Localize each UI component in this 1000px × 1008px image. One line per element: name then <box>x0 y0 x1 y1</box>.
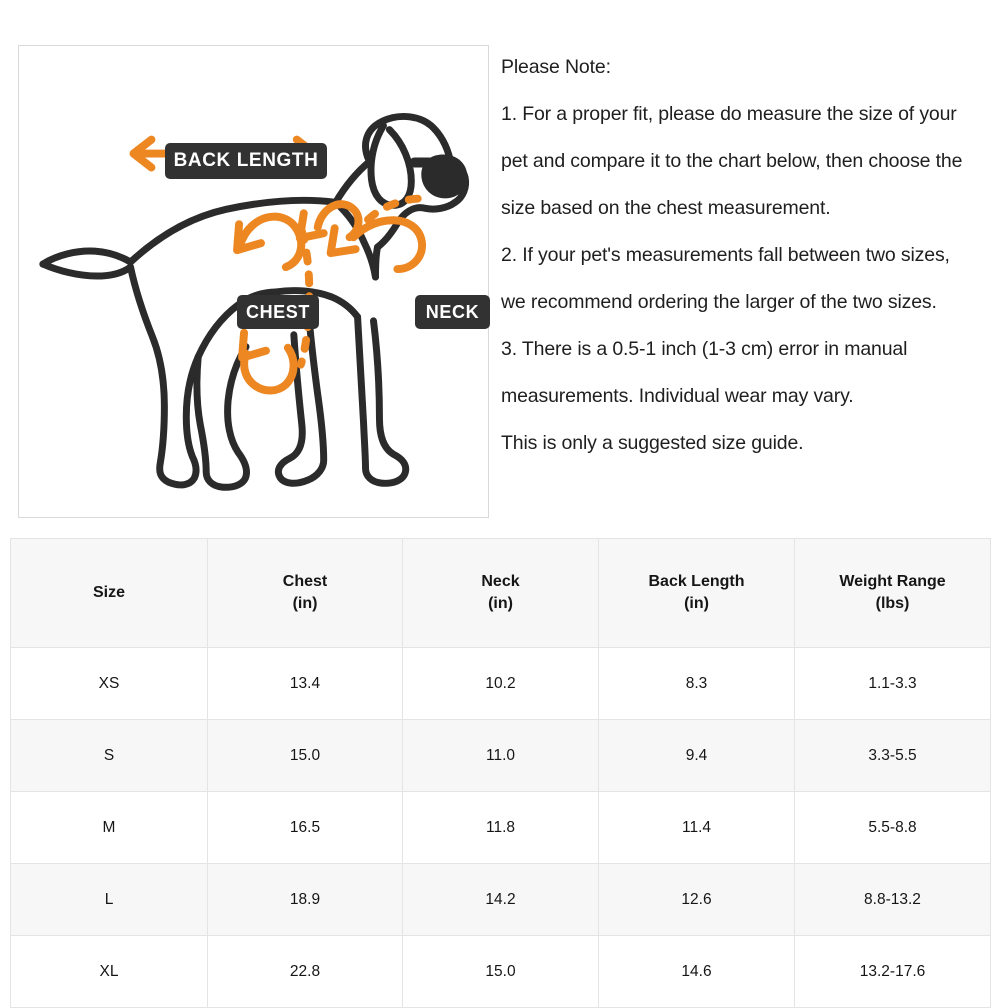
column-header-size: Size <box>10 538 208 648</box>
cell-weight-range: 1.1-3.3 <box>794 647 991 720</box>
column-header-chest: Chest (in) <box>207 538 403 648</box>
note-line: measurements. Individual wear may vary. <box>501 385 854 407</box>
column-header-weight-range: Weight Range (lbs) <box>794 538 991 648</box>
note-line: we recommend ordering the larger of the … <box>501 291 937 313</box>
table-row: L 18.9 14.2 12.6 8.8-13.2 <box>10 863 991 936</box>
cell-size: XL <box>10 935 208 1008</box>
cell-back-length: 14.6 <box>598 935 795 1008</box>
cell-back-length: 11.4 <box>598 791 795 864</box>
cell-neck: 10.2 <box>402 647 599 720</box>
cell-chest: 13.4 <box>207 647 403 720</box>
badge-back-length: BACK LENGTH <box>165 143 327 179</box>
cell-size: M <box>10 791 208 864</box>
column-header-neck: Neck (in) <box>402 538 599 648</box>
column-header-weight-range-name: Weight Range <box>839 573 946 590</box>
cell-neck: 14.2 <box>402 863 599 936</box>
note-line: This is only a suggested size guide. <box>501 432 804 454</box>
badge-chest-label: CHEST <box>245 301 310 322</box>
cell-weight-range: 8.8-13.2 <box>794 863 991 936</box>
table-header-row: Size Chest (in) Neck (in) Back Length (i… <box>10 538 991 648</box>
badge-chest: CHEST <box>237 295 319 329</box>
table-row: M 16.5 11.8 11.4 5.5-8.8 <box>10 791 991 864</box>
badge-neck: NECK <box>415 295 490 329</box>
note-line: 3. There is a 0.5-1 inch (1-3 cm) error … <box>501 338 908 360</box>
cell-chest: 16.5 <box>207 791 403 864</box>
note-line: size based on the chest measurement. <box>501 197 831 219</box>
note-line: 1. For a proper fit, please do measure t… <box>501 103 957 125</box>
neck-measure-loop <box>326 194 436 274</box>
table-row: S 15.0 11.0 9.4 3.3-5.5 <box>10 719 991 792</box>
column-header-weight-range-unit: (lbs) <box>875 595 910 612</box>
column-header-chest-unit: (in) <box>292 595 318 612</box>
column-header-neck-unit: (in) <box>488 595 513 612</box>
note-line: 2. If your pet's measurements fall betwe… <box>501 244 950 266</box>
top-section: BACK LENGTH CHEST NECK Please Note: 1. F… <box>18 44 1000 518</box>
please-note-block: Please Note: 1. For a proper fit, please… <box>501 44 1000 467</box>
cell-size: XS <box>10 647 208 720</box>
cell-back-length: 9.4 <box>598 719 795 792</box>
column-header-size-name: Size <box>92 584 125 601</box>
cell-back-length: 12.6 <box>598 863 795 936</box>
column-header-back-length: Back Length (in) <box>598 538 795 648</box>
dog-illustration-svg <box>39 113 470 491</box>
table-row: XL 22.8 15.0 14.6 13.2-17.6 <box>10 935 991 1008</box>
dog-measurement-diagram: BACK LENGTH CHEST NECK <box>18 45 490 518</box>
badge-back-length-label: BACK LENGTH <box>173 150 319 171</box>
withers-wrap-arrow <box>295 200 363 243</box>
table-row: XS 13.4 10.2 8.3 1.1-3.3 <box>10 647 991 720</box>
cell-weight-range: 3.3-5.5 <box>794 719 991 792</box>
cell-neck: 11.8 <box>402 791 599 864</box>
cell-weight-range: 5.5-8.8 <box>794 791 991 864</box>
size-chart-table: Size Chest (in) Neck (in) Back Length (i… <box>10 538 991 1008</box>
cell-size: L <box>10 863 208 936</box>
column-header-back-length-unit: (in) <box>684 595 709 612</box>
column-header-chest-name: Chest <box>282 573 328 590</box>
cell-chest: 15.0 <box>207 719 403 792</box>
cell-chest: 22.8 <box>207 935 403 1008</box>
cell-size: S <box>10 719 208 792</box>
cell-neck: 11.0 <box>402 719 599 792</box>
badge-neck-label: NECK <box>425 301 480 322</box>
dog-nose <box>409 154 468 199</box>
note-line: Please Note: <box>501 56 611 78</box>
cell-neck: 15.0 <box>402 935 599 1008</box>
column-header-back-length-name: Back Length <box>648 573 745 590</box>
cell-weight-range: 13.2-17.6 <box>794 935 991 1008</box>
cell-back-length: 8.3 <box>598 647 795 720</box>
cell-chest: 18.9 <box>207 863 403 936</box>
note-line: pet and compare it to the chart below, t… <box>501 150 963 172</box>
column-header-neck-name: Neck <box>481 573 520 590</box>
